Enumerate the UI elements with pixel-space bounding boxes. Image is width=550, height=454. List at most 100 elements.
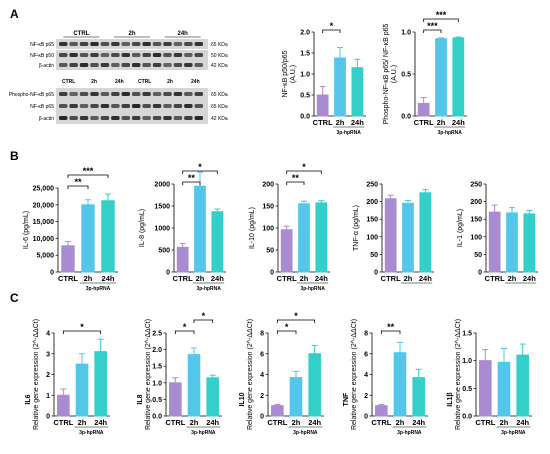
- y-axis-label: IL-10 (pg/mL): [249, 207, 256, 249]
- category-label: CTRL: [485, 274, 505, 283]
- y-tick-label: 150: [366, 217, 378, 224]
- y-axis-label: IL1βRelative gene expression (2^-ΔΔCt): [447, 319, 462, 430]
- category-label: CTRL: [371, 418, 391, 427]
- blot-band: [69, 116, 78, 120]
- chart-c3: 0 2 4 6 8 CTRL 2h 24h 3p-hpRNA * * IL10Relative gen…: [239, 311, 324, 436]
- blot-row-label: Phospho-NF-κB p65: [9, 92, 55, 98]
- category-label: 24h: [206, 418, 219, 427]
- y-tick-label: 2: [364, 393, 368, 400]
- bar: [187, 354, 201, 417]
- y-tick-label: 1.0: [462, 358, 472, 365]
- blot-band: [100, 104, 110, 108]
- blot-band: [59, 116, 68, 120]
- category-label: 2h: [500, 418, 509, 427]
- y-tick-label: 50: [370, 252, 378, 259]
- y-tick-label: 15,000: [33, 219, 55, 226]
- category-label: 2h: [508, 274, 517, 283]
- blot-band: [142, 63, 151, 67]
- blot-row-label: NF-κB p50: [30, 53, 54, 59]
- significance-label: *: [294, 311, 298, 321]
- bar: [94, 351, 107, 417]
- blot-band: [79, 53, 89, 57]
- blot-group-label: 24h: [115, 79, 124, 85]
- blot-band: [100, 92, 110, 96]
- blot-band: [111, 92, 120, 96]
- y-tick-label: 2.5: [152, 331, 162, 338]
- gene-label: IL6: [25, 394, 32, 404]
- panel-label-c: C: [10, 291, 19, 305]
- y-tick-label: 200: [470, 199, 482, 206]
- y-tick-label: 5,000: [36, 253, 54, 260]
- blot-band: [121, 116, 130, 120]
- blot-band: [69, 104, 78, 108]
- blot-band: [173, 116, 183, 120]
- y-tick-label: 4: [260, 372, 264, 379]
- bar: [211, 211, 224, 273]
- y-axis-label-line: IL-1 (pg/mL): [457, 209, 464, 247]
- blot-band: [194, 53, 203, 57]
- y-axis-label-line: NF-κB p50/p65: [282, 50, 289, 97]
- y-tick-label: 4: [364, 372, 368, 379]
- blot-band: [90, 92, 99, 96]
- blot-band: [163, 42, 172, 46]
- chart-b3: 0 50 100 150 200 CTRL 2h 24h 3p-hpRNA *** IL-10 (p…: [249, 162, 330, 292]
- category-label: 24h: [452, 118, 465, 127]
- blot-band: [142, 104, 151, 108]
- category-label: 2h: [84, 274, 93, 283]
- bar: [479, 360, 492, 417]
- panel-label-b: B: [10, 149, 19, 163]
- blot-1: CTRL 2h 24h NF-κB p65 65 KDa NF-κB p50 50 KDa β…: [30, 31, 228, 70]
- blot-row-label: β-actin: [39, 116, 54, 122]
- y-tick-label: 0.0: [462, 414, 472, 421]
- significance-bracket: [423, 29, 442, 33]
- chart-c1: 0 1 2 3 4 CTRL 2h 24h 3p-hpRNA * IL6Relative gene …: [25, 319, 110, 436]
- y-axis-label: Phospho-NF-κB p65/ NF-κB p65(A.U.): [383, 24, 398, 125]
- y-tick-label: 1.5: [462, 331, 472, 338]
- significance-label: *: [330, 21, 334, 31]
- y-tick-label: 0: [270, 270, 274, 277]
- group-label: 3p-hpRNA: [397, 430, 422, 436]
- blot-band: [184, 53, 193, 57]
- bar: [516, 354, 529, 417]
- significance-label: *: [302, 162, 306, 172]
- category-label: 24h: [315, 274, 328, 283]
- blot-band: [59, 63, 68, 67]
- blot-band: [173, 104, 183, 108]
- y-axis-label: IL6Relative gene expression (2^-ΔΔCt): [25, 319, 40, 430]
- y-tick-label: 0.5: [462, 386, 472, 393]
- blot-group-label: 2h: [167, 79, 173, 85]
- blot-group-label: 2h: [128, 31, 135, 37]
- y-axis-label-line: (A.U.): [290, 65, 297, 83]
- bar: [316, 94, 329, 117]
- y-tick-label: 200: [262, 182, 274, 189]
- bar: [194, 185, 206, 273]
- blot-band: [184, 116, 193, 120]
- category-label: CTRL: [58, 274, 78, 283]
- blot-group-label: CTRL: [62, 79, 75, 85]
- blot-band: [163, 104, 172, 108]
- blot-band: [59, 42, 68, 46]
- y-tick-label: 0: [50, 270, 54, 277]
- bar: [497, 361, 511, 417]
- significance-label: **: [292, 173, 300, 183]
- group-label: 3p-hpRNA: [437, 130, 462, 136]
- bar: [435, 38, 447, 117]
- blot-band: [173, 53, 183, 57]
- bar: [101, 200, 115, 273]
- group-label: 3p-hpRNA: [86, 286, 111, 292]
- y-axis-label: IL10Relative gene expression (2^-ΔΔCt): [239, 319, 254, 430]
- gene-label: TNF: [343, 392, 350, 406]
- blot-band: [184, 42, 193, 46]
- y-tick-label: 2.0: [300, 30, 310, 37]
- y-axis-label-line: TNF-α (pg/mL): [353, 205, 360, 251]
- blot-band: [90, 116, 99, 120]
- significance-bracket: [182, 170, 218, 174]
- significance-bracket: [193, 319, 214, 323]
- blot-row-label: NF-κB p65: [30, 42, 54, 48]
- y-tick-label: 1.5: [300, 51, 310, 58]
- blot-band: [132, 116, 141, 120]
- gene-label: IL8: [137, 394, 144, 404]
- category-label: 2h: [300, 274, 309, 283]
- blot-band: [163, 53, 172, 57]
